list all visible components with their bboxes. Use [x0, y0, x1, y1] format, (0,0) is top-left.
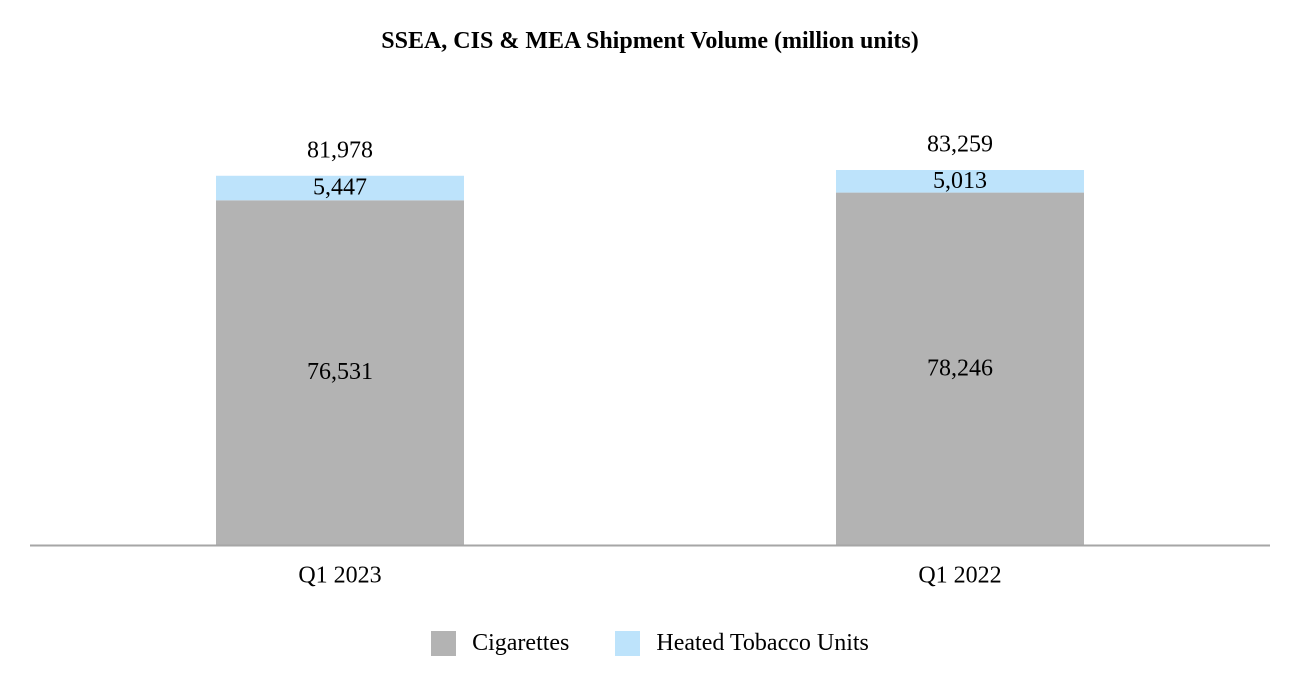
- bar-cigarettes-2: [836, 192, 1084, 545]
- data-label-heated-tobacco-units-2: 5,013: [933, 168, 987, 194]
- bar-cigarettes-1: [216, 200, 464, 545]
- chart-legend: Cigarettes Heated Tobacco Units: [0, 628, 1300, 658]
- chart-title: SSEA, CIS & MEA Shipment Volume (million…: [381, 28, 919, 54]
- legend-item-heated-tobacco-units: Heated Tobacco Units: [615, 628, 869, 658]
- bar-heated-tobacco-units-2: [836, 170, 1084, 193]
- data-label-cigarettes-2: 78,246: [927, 355, 993, 381]
- legend-swatch-heated-tobacco-units: [615, 630, 641, 656]
- legend-item-cigarettes: Cigarettes: [431, 628, 569, 658]
- data-label-heated-tobacco-units-1: 5,447: [313, 175, 367, 201]
- bar-heated-tobacco-units-1: [216, 175, 464, 201]
- legend-label-heated-tobacco-units: Heated Tobacco Units: [656, 630, 869, 656]
- x-tick-label-2: Q1 2022: [918, 563, 1001, 589]
- legend-swatch-cigarettes: [431, 630, 457, 656]
- total-label-2: 83,259: [927, 132, 993, 158]
- stacked-bar-chart: 76,531 5,447 81,978 Q1 2023 78,246 5,013 83,25…: [30, 132, 1270, 589]
- x-tick-label-1: Q1 2023: [298, 563, 381, 589]
- data-label-cigarettes-1: 76,531: [307, 359, 373, 385]
- total-label-1: 81,978: [307, 137, 373, 163]
- legend-label-cigarettes: Cigarettes: [472, 630, 570, 656]
